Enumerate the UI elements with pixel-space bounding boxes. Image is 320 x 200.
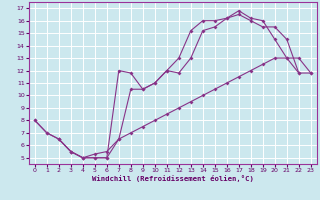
X-axis label: Windchill (Refroidissement éolien,°C): Windchill (Refroidissement éolien,°C) xyxy=(92,175,254,182)
